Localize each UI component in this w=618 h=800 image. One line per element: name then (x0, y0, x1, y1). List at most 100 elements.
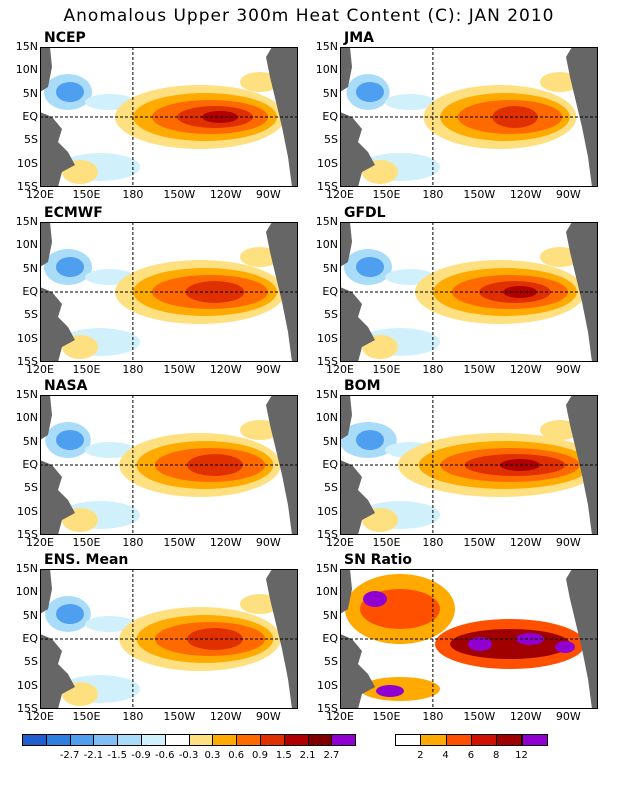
longitude-label: 150E (72, 536, 101, 549)
longitude-label: 90W (255, 710, 281, 723)
map-panel: ECMWF 15N 10N 5N EQ 5S 10S 15S 120E 150E 180 150W 12… (0, 205, 300, 376)
latitude-label: 10N (315, 411, 338, 425)
longitude-label: 150E (372, 188, 401, 201)
latitude-label: 15S (317, 355, 338, 368)
latitude-label: 15N (315, 40, 338, 53)
heat-content-map (340, 395, 598, 535)
latitude-label: 15N (315, 388, 338, 401)
colorbar-swatch (420, 734, 447, 746)
colorbar-swatch (236, 734, 261, 746)
latitude-label: 15S (317, 702, 338, 715)
latitude-label: 10N (15, 585, 38, 599)
latitude-label: 5S (324, 655, 338, 669)
colorbar-tick: 12 (515, 750, 528, 761)
snr-hotspot (376, 685, 404, 697)
latitude-label: 5S (324, 308, 338, 322)
latitude-label: EQ (322, 632, 338, 645)
latitude-label: EQ (22, 458, 38, 471)
latitude-label: 5N (322, 608, 338, 622)
colorbar-swatch (188, 734, 214, 746)
latitude-label: 10N (315, 238, 338, 252)
colorbar-tick: 2.1 (299, 750, 316, 761)
colorbar-swatch (521, 734, 548, 746)
longitude-label: 150W (463, 188, 496, 201)
colorbar-tick: -1.5 (107, 750, 127, 761)
colorbar-swatch (212, 734, 238, 746)
longitude-label: 150E (72, 363, 101, 376)
latitude-label: 15N (15, 40, 38, 53)
colorbar-tick: 2 (417, 750, 424, 761)
panel-title: JMA (344, 30, 374, 46)
colorbar-swatch (141, 734, 166, 746)
land-philippines (340, 47, 352, 92)
longitude-label: 120E (326, 536, 354, 549)
cool-anomaly-core (56, 604, 84, 624)
land-new-guinea (40, 460, 75, 535)
latitude-label: 15N (15, 562, 38, 575)
latitude-label: 15N (315, 215, 338, 228)
land-new-guinea (340, 112, 375, 187)
latitude-label: 15S (317, 528, 338, 541)
panel-title: GFDL (344, 205, 386, 221)
longitude-label: 150W (163, 188, 196, 201)
latitude-label: EQ (22, 285, 38, 298)
snr-colorbar: 2 4 6 8 12 (395, 734, 548, 764)
colorbar-tick: 8 (493, 750, 500, 761)
longitude-label: 150W (163, 710, 196, 723)
latitude-label: 5N (322, 434, 338, 448)
land-new-guinea (40, 112, 75, 187)
latitude-label: EQ (22, 110, 38, 123)
heat-content-map (40, 395, 298, 535)
latitude-label: EQ (322, 458, 338, 471)
longitude-label: 90W (555, 363, 581, 376)
latitude-label: 5S (24, 308, 38, 322)
colorbar-tick: 1.5 (275, 750, 292, 761)
land-philippines (340, 395, 352, 440)
map-panel: NASA 15N 10N 5N EQ 5S 10S 15S 120E 150E 180 150W 120… (0, 378, 300, 549)
land-philippines (40, 395, 52, 440)
longitude-label: 120W (209, 536, 242, 549)
cool-anomaly-core (56, 257, 84, 277)
heat-content-map (340, 569, 598, 709)
map-panel: JMA 15N 10N 5N EQ 5S 10S 15S 120E 150E 180 150W 120W… (300, 30, 600, 201)
longitude-label: 180 (422, 710, 444, 723)
latitude-label: 10S (317, 504, 338, 518)
heat-content-map (340, 47, 598, 187)
colorbar-swatch (260, 734, 285, 746)
land-philippines (40, 569, 52, 614)
latitude-label: 5N (322, 261, 338, 275)
latitude-label: 15S (17, 528, 38, 541)
anomaly-colorbar: -2.7 -2.1 -1.5 -0.9 -0.6 -0.3 0.3 0.6 0.9 1.5 2.1 2… (22, 734, 357, 764)
snr-hotspot (555, 641, 575, 653)
land-new-guinea (340, 634, 375, 709)
cool-anomaly-core (56, 82, 84, 102)
longitude-label: 150E (72, 710, 101, 723)
longitude-label: 150W (463, 710, 496, 723)
latitude-label: 10S (17, 678, 38, 692)
colorbar-tick: 2.7 (323, 750, 340, 761)
colorbar-swatch (395, 734, 422, 746)
longitude-label: 90W (255, 363, 281, 376)
longitude-label: 120W (209, 188, 242, 201)
longitude-label: 90W (255, 188, 281, 201)
longitude-label: 180 (122, 363, 144, 376)
latitude-label: 10N (315, 585, 338, 599)
land-philippines (40, 222, 52, 267)
colorbar-tick: -0.3 (178, 750, 199, 761)
colorbar-swatch (331, 734, 357, 746)
latitude-label: 10S (317, 156, 338, 170)
latitude-label: 10S (17, 504, 38, 518)
latitude-label: 10N (15, 63, 38, 77)
cool-anomaly-core (56, 430, 84, 450)
longitude-label: 120E (326, 710, 354, 723)
map-panel: ENS. Mean 15N 10N 5N EQ 5S 10S 15S 120E 150E 180 15… (0, 552, 300, 723)
latitude-label: 10S (317, 331, 338, 345)
cool-anomaly-band (85, 442, 135, 458)
heat-content-map (40, 569, 298, 709)
longitude-label: 120E (26, 710, 54, 723)
latitude-label: 5S (24, 481, 38, 495)
latitude-label: 5N (22, 434, 38, 448)
longitude-label: 120W (509, 710, 542, 723)
longitude-label: 180 (422, 188, 444, 201)
colorbar-swatch (93, 734, 119, 746)
